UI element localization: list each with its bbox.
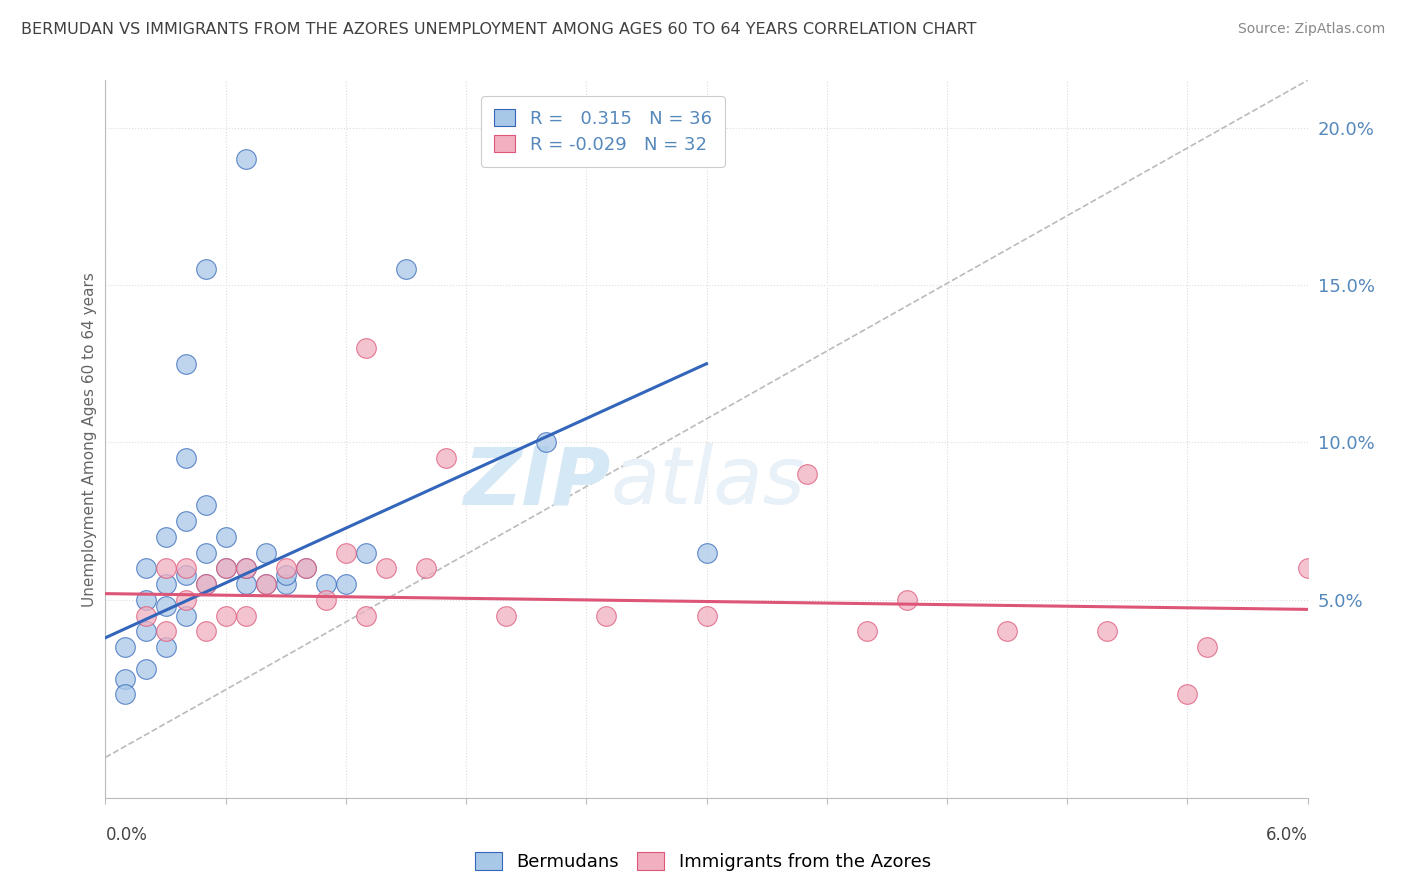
Point [354, 608, 377, 623]
Point [194, 624, 217, 639]
Point [135, 593, 157, 607]
Point [114, 672, 136, 686]
Point [1175, 687, 1198, 701]
Point [155, 561, 177, 575]
Point [395, 262, 418, 277]
Point [214, 608, 236, 623]
Point [135, 561, 157, 575]
Point [114, 687, 136, 701]
Point [434, 451, 457, 466]
Text: atlas: atlas [610, 443, 806, 522]
Point [335, 577, 357, 591]
Point [174, 514, 197, 528]
Legend: Bermudans, Immigrants from the Azores: Bermudans, Immigrants from the Azores [468, 846, 938, 879]
Point [1296, 561, 1319, 575]
Point [254, 577, 277, 591]
Point [595, 608, 617, 623]
Point [194, 577, 217, 591]
Point [274, 577, 297, 591]
Legend: R =   0.315   N = 36, R = -0.029   N = 32: R = 0.315 N = 36, R = -0.029 N = 32 [481, 96, 724, 167]
Point [696, 608, 718, 623]
Point [235, 561, 257, 575]
Point [534, 435, 557, 450]
Point [174, 561, 197, 575]
Point [235, 152, 257, 166]
Text: 0.0%: 0.0% [105, 826, 148, 844]
Point [214, 561, 236, 575]
Point [855, 624, 877, 639]
Point [235, 608, 257, 623]
Y-axis label: Unemployment Among Ages 60 to 64 years: Unemployment Among Ages 60 to 64 years [82, 272, 97, 607]
Text: BERMUDAN VS IMMIGRANTS FROM THE AZORES UNEMPLOYMENT AMONG AGES 60 TO 64 YEARS CO: BERMUDAN VS IMMIGRANTS FROM THE AZORES U… [21, 22, 977, 37]
Point [354, 546, 377, 560]
Point [235, 561, 257, 575]
Point [174, 608, 197, 623]
Point [174, 567, 197, 582]
Point [1197, 640, 1219, 655]
Point [214, 530, 236, 544]
Point [335, 546, 357, 560]
Point [174, 357, 197, 371]
Point [135, 624, 157, 639]
Point [254, 546, 277, 560]
Point [155, 530, 177, 544]
Text: Source: ZipAtlas.com: Source: ZipAtlas.com [1237, 22, 1385, 37]
Point [896, 593, 918, 607]
Point [354, 341, 377, 355]
Point [155, 624, 177, 639]
Point [1097, 624, 1119, 639]
Point [796, 467, 818, 481]
Text: 6.0%: 6.0% [1265, 826, 1308, 844]
Point [274, 567, 297, 582]
Point [114, 640, 136, 655]
Point [295, 561, 318, 575]
Point [155, 640, 177, 655]
Point [315, 593, 337, 607]
Text: ZIP: ZIP [463, 443, 610, 522]
Point [995, 624, 1018, 639]
Point [495, 608, 517, 623]
Point [214, 561, 236, 575]
Point [194, 499, 217, 513]
Point [415, 561, 437, 575]
Point [194, 262, 217, 277]
Point [254, 577, 277, 591]
Point [135, 662, 157, 676]
Point [174, 451, 197, 466]
Point [194, 546, 217, 560]
Point [696, 546, 718, 560]
Point [274, 561, 297, 575]
Point [235, 577, 257, 591]
Point [155, 599, 177, 614]
Point [295, 561, 318, 575]
Point [194, 577, 217, 591]
Point [174, 593, 197, 607]
Point [374, 561, 398, 575]
Point [135, 608, 157, 623]
Point [155, 577, 177, 591]
Point [315, 577, 337, 591]
